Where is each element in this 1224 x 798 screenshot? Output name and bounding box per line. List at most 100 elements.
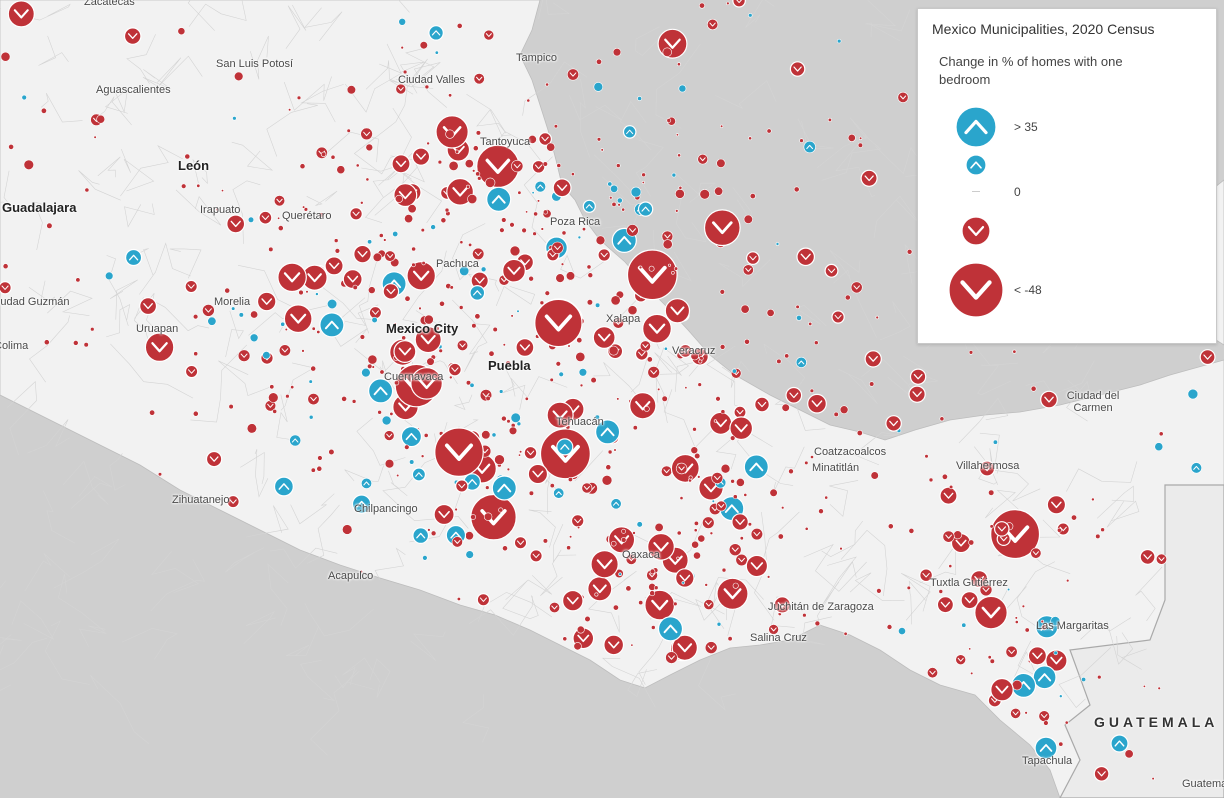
place-label: Las Margaritas [1036, 620, 1109, 632]
decrease-symbol [953, 530, 963, 540]
decrease-symbol [824, 495, 829, 500]
municipality-boundary [104, 88, 128, 114]
decrease-symbol [307, 393, 320, 406]
decrease-symbol [365, 143, 374, 152]
municipality-boundary [365, 60, 408, 90]
increase-symbol [367, 239, 373, 245]
decrease-symbol [196, 183, 201, 188]
decrease-symbol [716, 158, 726, 168]
decrease-symbol [744, 338, 750, 345]
decrease-symbol [440, 217, 447, 224]
municipality-boundary [901, 573, 931, 621]
decrease-symbol [336, 165, 346, 175]
decrease-symbol [839, 546, 843, 551]
municipality-boundary [358, 260, 378, 334]
decrease-symbol [1142, 684, 1146, 688]
municipality-boundary [593, 362, 646, 406]
municipality-boundary [601, 657, 656, 708]
place-label: Aguascalientes [96, 84, 171, 96]
decrease-symbol [458, 305, 464, 310]
municipality-boundary [334, 669, 375, 690]
decrease-symbol [228, 404, 234, 410]
decrease-symbol [697, 382, 702, 387]
decrease-symbol [404, 214, 414, 224]
decrease-symbol [1024, 627, 1030, 633]
decrease-symbol [748, 136, 753, 141]
decrease-symbol [560, 262, 565, 266]
decrease-symbol [667, 263, 671, 267]
decrease-symbol [833, 411, 839, 418]
decrease-symbol [720, 463, 731, 474]
decrease-symbol [423, 432, 429, 438]
decrease-symbol [732, 0, 746, 8]
decrease-symbol [75, 277, 81, 283]
decrease-symbol [597, 248, 611, 262]
municipality-symbols [0, 0, 1216, 782]
decrease-symbol [968, 647, 972, 651]
place-label: Xalapa [606, 313, 641, 325]
decrease-symbol [909, 368, 927, 385]
decrease-symbol [697, 534, 706, 543]
decrease-symbol [638, 600, 644, 606]
municipality-boundary [977, 364, 1011, 396]
place-label: Puebla [488, 358, 531, 373]
municipality-boundary [47, 290, 93, 316]
municipality-boundary [78, 170, 121, 201]
decrease-symbol [988, 489, 995, 496]
decrease-symbol [706, 18, 719, 31]
decrease-symbol [1124, 749, 1134, 759]
decrease-symbol [464, 531, 474, 541]
decrease-symbol [90, 327, 95, 332]
municipality-boundary [109, 279, 138, 320]
decrease-symbol [419, 41, 428, 50]
municipality-boundary [1106, 621, 1134, 665]
decrease-symbol [303, 207, 309, 212]
decrease-symbol [1158, 431, 1164, 437]
decrease-symbol [506, 419, 511, 424]
decrease-symbol [1100, 527, 1105, 533]
municipality-boundary [715, 428, 773, 470]
decrease-symbol [498, 507, 504, 513]
decrease-symbol [1199, 349, 1216, 366]
decrease-symbol [283, 304, 313, 334]
decrease-symbol [548, 601, 560, 613]
decrease-symbol [268, 392, 279, 403]
decrease-symbol [379, 369, 385, 375]
increase-symbol [381, 415, 392, 426]
decrease-symbol [609, 196, 613, 200]
decrease-symbol [470, 493, 517, 541]
decrease-symbol [446, 177, 475, 206]
decrease-symbol [296, 95, 302, 101]
decrease-symbol [355, 163, 360, 168]
municipality-boundary [341, 657, 381, 686]
municipality-boundary [675, 195, 707, 243]
municipality-boundary [62, 460, 109, 505]
municipality-boundary [225, 547, 264, 573]
decrease-symbol [472, 145, 479, 152]
increase-symbol [469, 382, 475, 388]
decrease-symbol [676, 556, 680, 560]
decrease-symbol [978, 460, 996, 477]
increase-symbol [315, 292, 319, 296]
decrease-symbol [818, 508, 824, 515]
decrease-symbol [989, 524, 994, 529]
decrease-symbol [1157, 686, 1161, 690]
municipality-boundary [468, 596, 533, 636]
decrease-symbol [612, 317, 624, 329]
decrease-symbol [561, 589, 584, 612]
decrease-symbol [515, 338, 535, 358]
decrease-symbol [671, 270, 675, 275]
decrease-symbol [465, 380, 472, 386]
decrease-symbol [897, 91, 909, 103]
place-label: Poza Rica [550, 216, 601, 228]
decrease-symbol [612, 47, 622, 57]
municipality-boundary [97, 156, 121, 178]
municipality-boundary [120, 145, 183, 197]
legend-title: Mexico Municipalities, 2020 Census [932, 21, 1155, 37]
increase-symbol [249, 333, 259, 343]
decrease-symbol [84, 187, 90, 193]
decrease-symbol [301, 264, 328, 291]
increase-symbol [319, 312, 345, 338]
decrease-symbol [511, 160, 524, 173]
decrease-symbol [506, 467, 511, 472]
